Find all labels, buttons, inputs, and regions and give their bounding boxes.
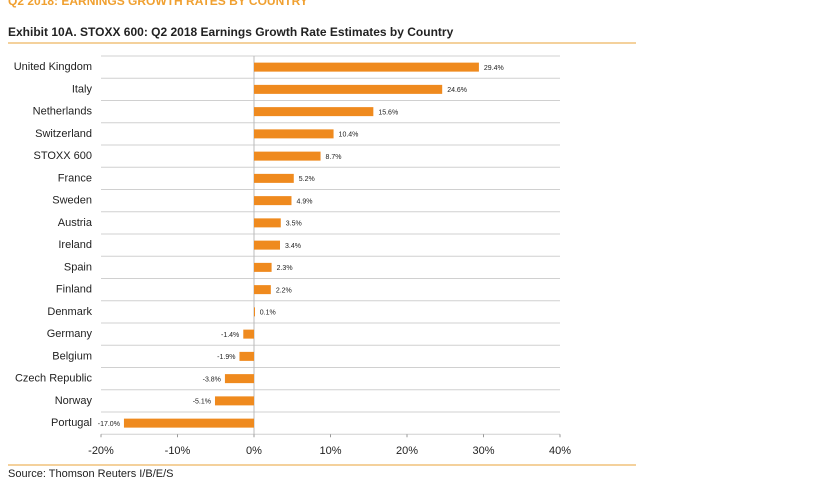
category-label: Ireland [58,239,92,251]
category-label: Norway [55,395,93,407]
bar [123,418,254,428]
value-label: 2.2% [276,287,292,294]
value-label: -3.8% [203,376,221,383]
bar [254,84,443,94]
bar [254,285,271,295]
x-tick-label: 20% [396,445,418,457]
x-tick-label: -20% [88,445,114,457]
bar [254,62,479,72]
value-label: 5.2% [299,176,315,183]
bar [243,329,254,339]
x-tick-label: 40% [549,445,571,457]
category-label: Italy [72,83,93,95]
x-tick-label: -10% [165,445,191,457]
value-label: 24.6% [447,87,467,94]
x-tick-label: 30% [472,445,494,457]
bar [254,262,272,272]
bar [254,173,294,183]
category-label: Czech Republic [15,373,93,385]
value-label: 29.4% [484,65,504,72]
bar [239,351,254,361]
chart-title: Exhibit 10A. STOXX 600: Q2 2018 Earnings… [8,25,454,39]
value-label: 2.3% [277,265,293,272]
category-label: Spain [64,261,92,273]
value-label: 0.1% [260,310,276,317]
category-label: United Kingdom [14,61,92,73]
category-label: Netherlands [33,106,93,118]
value-label: -17.0% [98,421,120,428]
category-label: Germany [47,328,93,340]
value-label: -1.4% [221,332,239,339]
source-note: Source: Thomson Reuters I/B/E/S [8,468,173,480]
category-label: Austria [58,217,93,229]
value-label: 3.4% [285,243,301,250]
value-label: 10.4% [339,132,359,139]
value-label: 8.7% [326,154,342,161]
category-label: Portugal [51,417,92,429]
value-label: -1.9% [217,354,235,361]
bar [254,307,255,317]
x-tick-label: 0% [246,445,262,457]
category-label: Denmark [47,306,92,318]
value-label: 3.5% [286,221,302,228]
category-label: France [58,172,92,184]
category-label: Belgium [52,350,92,362]
bar [254,129,334,139]
value-label: 4.9% [296,198,312,205]
category-label: Finland [56,284,92,296]
page-heading: Q2 2018: EARNINGS GROWTH RATES BY COUNTR… [8,0,308,8]
bar [254,240,281,250]
bar [224,374,254,384]
category-label: Sweden [52,195,92,207]
bar [214,396,254,406]
bar [254,196,292,206]
value-label: 15.6% [378,109,398,116]
x-tick-label: 10% [319,445,341,457]
bar [254,151,321,161]
value-label: -5.1% [193,399,211,406]
category-label: STOXX 600 [34,150,93,162]
bar [254,218,281,228]
bar [254,107,374,117]
category-label: Switzerland [35,128,92,140]
